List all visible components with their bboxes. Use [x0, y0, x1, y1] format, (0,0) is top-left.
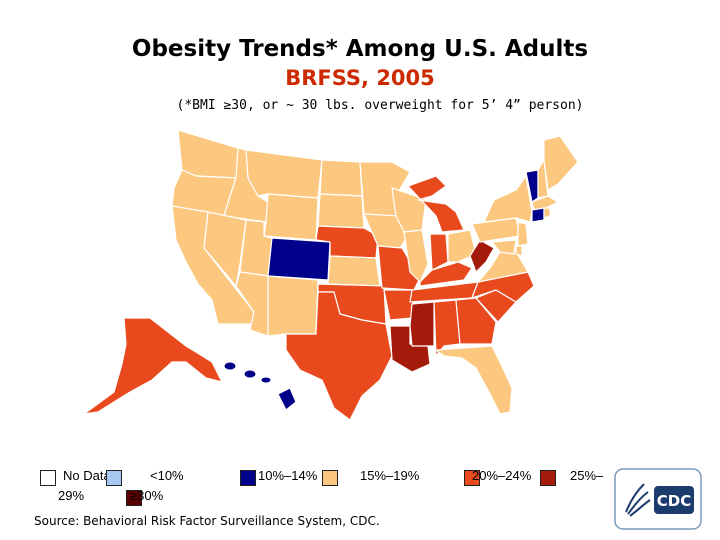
hawaii-island-molokai: [260, 376, 272, 384]
legend-swatch-lt10: [106, 470, 122, 486]
hawaii-island-kauai: [223, 361, 237, 371]
legend-swatch-20-24: [464, 470, 480, 486]
state-oh: [447, 229, 477, 263]
state-ks: [327, 255, 381, 287]
state-wv: [469, 239, 495, 273]
legend-label-25-29-end: 29%: [58, 488, 85, 503]
legend-swatch-15-19: [322, 470, 338, 486]
state-il: [403, 229, 429, 283]
legend-swatch-no-data: [40, 470, 56, 486]
state-fl: [435, 345, 513, 415]
cdc-logo: CDC: [614, 468, 702, 530]
state-ri: [543, 207, 551, 219]
legend-label-20-24: 20%–24%: [472, 468, 532, 483]
legend-swatch-25-29: [540, 470, 556, 486]
state-ct: [531, 207, 545, 223]
legend-label-no-data: No Data: [63, 468, 111, 483]
state-ar: [383, 289, 415, 321]
state-mi: [407, 175, 465, 233]
state-ky: [419, 261, 473, 287]
state-mt: [245, 149, 323, 199]
state-tx: [285, 291, 393, 421]
source-note: Source: Behavioral Risk Factor Surveilla…: [34, 514, 380, 528]
state-mo: [377, 245, 421, 291]
state-de: [515, 245, 523, 257]
hhs-eagle-icon: [625, 483, 651, 517]
page-title: Obesity Trends* Among U.S. Adults: [131, 36, 589, 62]
cdc-mark: [654, 486, 694, 514]
hawaii-islands: [223, 361, 272, 384]
state-co: [267, 237, 331, 281]
state-al: [433, 299, 461, 357]
state-hi: [277, 387, 297, 411]
legend-swatch-ge30: [126, 490, 142, 506]
bmi-note: (*BMI ≥30, or ~ 30 lbs. overweight for 5…: [176, 98, 584, 113]
legend-label-25-29: 25%–: [570, 468, 604, 483]
state-in: [429, 233, 449, 271]
state-ny: [483, 175, 533, 223]
state-nd: [319, 159, 363, 197]
state-pa: [471, 217, 521, 243]
legend-label-10-14: 10%–14%: [258, 468, 318, 483]
state-nv: [203, 211, 247, 287]
state-sd: [317, 193, 365, 229]
state-ak: [83, 317, 223, 415]
state-wa: [177, 129, 239, 179]
hawaii-island-oahu: [243, 369, 257, 379]
state-wy: [263, 193, 319, 241]
state-ms: [409, 301, 435, 347]
state-me: [543, 135, 579, 191]
legend-label-lt10: <10%: [150, 468, 184, 483]
state-ia: [363, 213, 409, 249]
state-md: [491, 239, 517, 255]
state-nj: [517, 221, 529, 247]
cdc-logo-text: CDC: [657, 492, 691, 510]
state-ma: [531, 195, 559, 211]
page-subtitle: BRFSS, 2005: [285, 66, 435, 90]
legend-label-15-19: 15%–19%: [360, 468, 420, 483]
legend-swatch-10-14: [240, 470, 256, 486]
legend-label-ge30: ≥30%: [130, 488, 164, 503]
state-nm: [267, 275, 319, 337]
